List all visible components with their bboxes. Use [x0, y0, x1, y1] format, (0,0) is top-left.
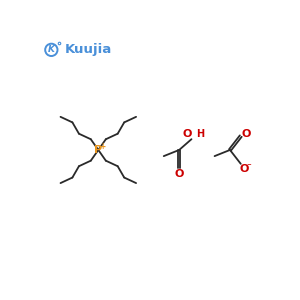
Text: Kuujia: Kuujia — [65, 44, 112, 56]
Text: ⁻: ⁻ — [247, 162, 252, 171]
Text: O: O — [175, 169, 184, 179]
Text: K: K — [48, 45, 55, 54]
Text: +: + — [99, 142, 106, 151]
Text: O: O — [183, 129, 192, 139]
Text: O: O — [240, 164, 249, 174]
Text: P: P — [94, 145, 102, 155]
Text: H: H — [196, 129, 204, 139]
Text: O: O — [242, 129, 251, 139]
